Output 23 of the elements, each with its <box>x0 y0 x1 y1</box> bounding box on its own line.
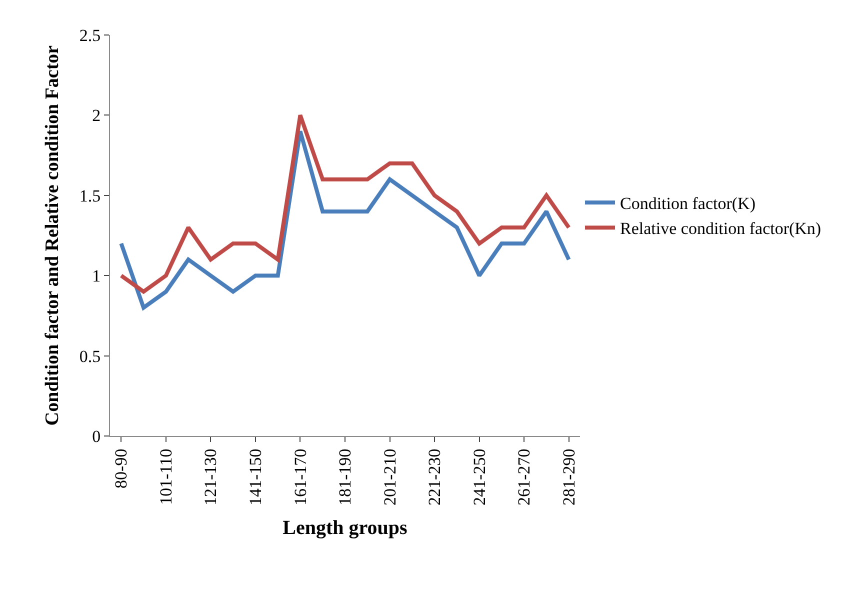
line-series <box>119 129 571 310</box>
y-tick-label: 2 <box>92 106 101 126</box>
y-tick-label: 0.5 <box>79 346 101 366</box>
x-tick-label: 161-170 <box>290 448 310 506</box>
y-tick-label: 1 <box>92 266 101 286</box>
x-tick-label: 241-250 <box>470 448 489 506</box>
y-tick-label: 1.5 <box>79 186 101 206</box>
y-tick-label: 0 <box>92 426 101 446</box>
y-axis-title: Condition factor and Relative condition Factor <box>42 44 64 426</box>
x-tick-label: 181-190 <box>336 448 355 506</box>
y-tick-label: 2.5 <box>79 26 101 45</box>
x-tick-label: 261-270 <box>514 448 534 506</box>
x-tick-label: 121-130 <box>201 448 220 506</box>
x-tick-label: 80-90 <box>112 448 131 488</box>
x-tick-label: 141-150 <box>246 448 266 506</box>
x-axis-title: Length groups <box>282 516 408 539</box>
x-tick-label: 101-110 <box>156 448 176 505</box>
x-tick-label: 221-230 <box>425 448 444 506</box>
legend-label: Relative condition factor(Kn) <box>620 219 822 238</box>
x-tick-label: 201-210 <box>380 448 400 506</box>
x-tick-label: 281-290 <box>559 448 578 506</box>
line-series <box>119 113 571 294</box>
legend-label: Condition factor(K) <box>620 194 756 214</box>
